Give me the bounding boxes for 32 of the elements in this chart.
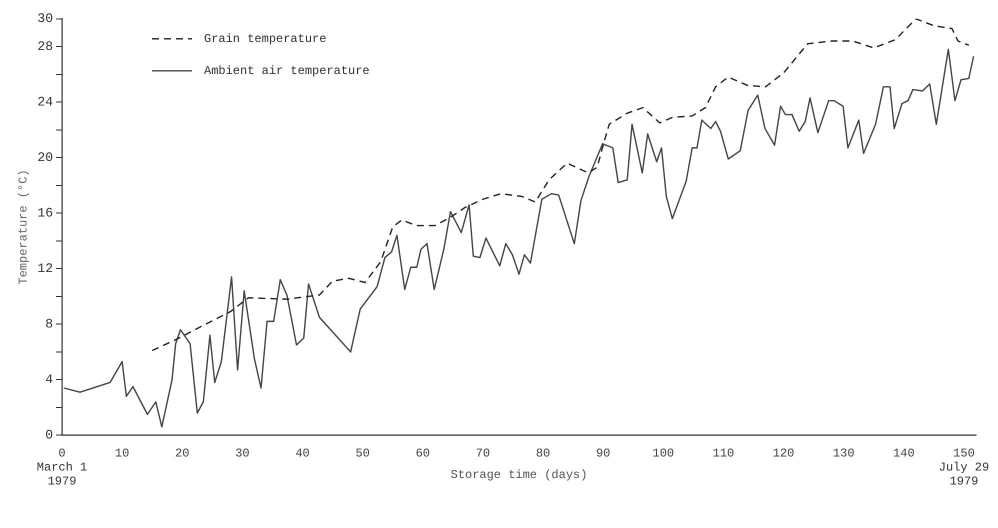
x-tick-label: 70 xyxy=(476,446,490,461)
text: July 29 1979 xyxy=(938,460,990,488)
x-tick-label: 100 xyxy=(652,446,674,461)
x-tick-label: 40 xyxy=(295,446,310,461)
legend-label: Ambient air temperature xyxy=(204,64,370,78)
y-tick-label: 12 xyxy=(37,261,54,276)
x-tick-label: 140 xyxy=(893,446,915,461)
legend-label: Grain temperature xyxy=(204,32,326,46)
x-tick-label: 120 xyxy=(772,446,794,461)
x-tick-label: 110 xyxy=(712,446,734,461)
y-tick-label: 16 xyxy=(37,206,54,221)
x-tick-label: 10 xyxy=(114,446,130,461)
y-tick-label: 24 xyxy=(37,94,54,110)
x-tick-label: 20 xyxy=(175,446,190,461)
x-tick-label: 60 xyxy=(416,446,430,461)
x-tick-label: 50 xyxy=(355,446,370,461)
x-tick-label: 150 xyxy=(953,446,975,461)
x-tick-label: 80 xyxy=(536,446,550,461)
line-series xyxy=(152,18,970,352)
y-tick-label: 28 xyxy=(37,39,54,54)
y-axis-title: Temperature (°C) xyxy=(16,169,30,285)
x-tick-label: 130 xyxy=(832,446,855,461)
y-tick-label: 0 xyxy=(45,428,54,443)
x-tick-label: 90 xyxy=(596,446,610,461)
y-tick-label: 20 xyxy=(37,150,54,166)
x-tick-label: 30 xyxy=(235,446,250,461)
text: March 1 1979 xyxy=(36,460,88,488)
x-axis-title: Storage time (days) xyxy=(450,468,588,482)
y-tick-label: 4 xyxy=(45,372,54,388)
x-tick-label: 0 xyxy=(58,446,66,461)
y-tick-label: 30 xyxy=(37,11,54,26)
y-tick-label: 8 xyxy=(45,316,54,332)
